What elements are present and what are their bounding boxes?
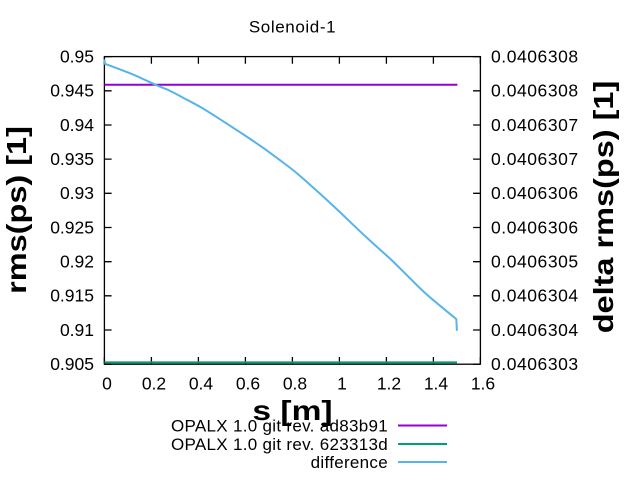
svg-text:OPALX 1.0 git rev. 623313d: OPALX 1.0 git rev. 623313d <box>171 435 388 454</box>
svg-text:0.0406308: 0.0406308 <box>491 81 579 101</box>
svg-text:0.8: 0.8 <box>283 373 307 393</box>
svg-text:0.91: 0.91 <box>60 320 94 340</box>
svg-text:0: 0 <box>102 373 112 393</box>
svg-text:0.95: 0.95 <box>60 47 94 67</box>
svg-text:Solenoid-1: Solenoid-1 <box>249 17 336 36</box>
svg-text:0.0406307: 0.0406307 <box>491 115 579 135</box>
svg-text:1.4: 1.4 <box>424 373 449 393</box>
svg-text:0.92: 0.92 <box>60 252 94 272</box>
svg-text:rms(ps) [1]: rms(ps) [1] <box>2 126 32 294</box>
svg-text:0.0406305: 0.0406305 <box>491 252 579 272</box>
svg-text:difference: difference <box>311 453 388 472</box>
svg-text:0.94: 0.94 <box>60 115 94 135</box>
svg-text:1.6: 1.6 <box>471 373 495 393</box>
svg-text:0.0406304: 0.0406304 <box>491 320 579 340</box>
svg-text:0.0406306: 0.0406306 <box>491 217 579 237</box>
svg-text:0.0406308: 0.0406308 <box>491 47 579 67</box>
svg-text:0.915: 0.915 <box>50 286 94 306</box>
svg-text:0.4: 0.4 <box>189 373 214 393</box>
svg-text:0.905: 0.905 <box>50 354 94 374</box>
svg-text:0.0406307: 0.0406307 <box>491 149 579 169</box>
svg-text:0.925: 0.925 <box>50 217 94 237</box>
svg-text:0.0406306: 0.0406306 <box>491 183 579 203</box>
svg-text:delta rms(ps) [1]: delta rms(ps) [1] <box>589 81 619 334</box>
svg-text:0.93: 0.93 <box>60 183 94 203</box>
svg-text:0.935: 0.935 <box>50 149 94 169</box>
svg-text:0.2: 0.2 <box>142 373 166 393</box>
svg-text:0.0406303: 0.0406303 <box>491 354 579 374</box>
svg-text:0.0406304: 0.0406304 <box>491 286 579 306</box>
svg-text:1: 1 <box>337 373 347 393</box>
svg-text:1.2: 1.2 <box>377 373 401 393</box>
svg-text:OPALX 1.0 git rev. ad83b91: OPALX 1.0 git rev. ad83b91 <box>171 417 388 436</box>
svg-text:0.6: 0.6 <box>236 373 260 393</box>
svg-text:s [m]: s [m] <box>252 395 332 427</box>
svg-text:0.945: 0.945 <box>50 81 94 101</box>
